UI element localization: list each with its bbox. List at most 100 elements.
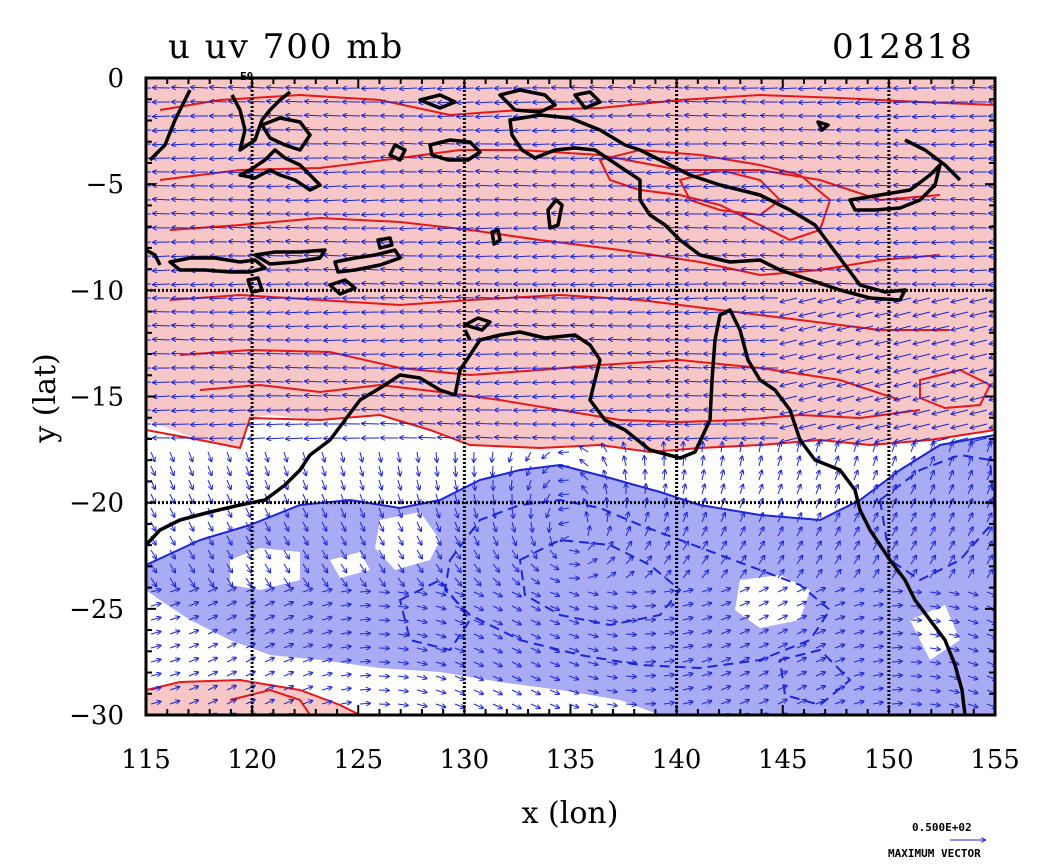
wind-vector bbox=[210, 438, 228, 439]
wind-vector bbox=[932, 130, 950, 131]
wind-vector bbox=[875, 256, 893, 257]
wind-vector bbox=[552, 410, 570, 411]
wind-vector bbox=[146, 129, 152, 131]
wind-vector bbox=[343, 255, 361, 256]
x-tick-label: 115 bbox=[121, 745, 171, 775]
wind-vector bbox=[857, 325, 874, 330]
wind-vector bbox=[571, 130, 589, 131]
wind-vector bbox=[723, 395, 741, 396]
wind-vector bbox=[590, 144, 608, 145]
wind-vector bbox=[286, 227, 304, 228]
wind-vector bbox=[797, 456, 800, 467]
wind-vector bbox=[800, 297, 817, 302]
wind-vector bbox=[438, 297, 456, 298]
wind-vector bbox=[590, 227, 608, 228]
wind-vector bbox=[891, 471, 896, 481]
wind-vector bbox=[172, 396, 190, 397]
wind-vector bbox=[495, 185, 513, 186]
wind-vector bbox=[914, 409, 931, 414]
wind-vector bbox=[666, 298, 684, 299]
wind-vector bbox=[666, 186, 684, 187]
wind-vector bbox=[604, 471, 608, 481]
wind-vector bbox=[951, 270, 969, 271]
wind-vector bbox=[210, 227, 228, 228]
wind-vector bbox=[872, 457, 876, 467]
wind-vector bbox=[457, 297, 475, 298]
wind-vector bbox=[628, 284, 646, 285]
wind-vector bbox=[514, 325, 532, 326]
wind-vector bbox=[267, 101, 285, 102]
wind-vector bbox=[602, 444, 608, 453]
wind-vector bbox=[914, 423, 931, 428]
wind-vector bbox=[286, 115, 304, 116]
wind-vector bbox=[324, 381, 342, 382]
wind-vector bbox=[267, 367, 285, 368]
wind-vector bbox=[514, 368, 532, 369]
wind-vector bbox=[607, 718, 617, 720]
wind-vector bbox=[1006, 443, 1010, 452]
wind-vector bbox=[892, 717, 902, 718]
wind-vector bbox=[990, 326, 995, 330]
wind-vector bbox=[952, 423, 969, 428]
wind-vector bbox=[1006, 527, 1011, 536]
wind-vector bbox=[362, 186, 380, 187]
wind-vector bbox=[400, 354, 418, 355]
wind-vector bbox=[267, 381, 285, 382]
wind-vector bbox=[321, 479, 325, 489]
wind-vector bbox=[609, 270, 627, 271]
wind-vector bbox=[800, 381, 817, 386]
wind-vector bbox=[894, 130, 912, 131]
wind-vector bbox=[742, 200, 760, 201]
wind-vector bbox=[153, 410, 171, 411]
wind-vector bbox=[400, 228, 418, 229]
wind-vector bbox=[895, 325, 912, 330]
wind-vector bbox=[590, 298, 608, 299]
wind-vector bbox=[417, 465, 419, 476]
wind-vector bbox=[932, 116, 950, 117]
wind-vector bbox=[933, 395, 950, 400]
wind-vector bbox=[438, 228, 456, 229]
wind-vector bbox=[647, 284, 665, 285]
wind-vector bbox=[800, 395, 817, 400]
wind-vector bbox=[914, 367, 931, 372]
wind-vector bbox=[343, 312, 361, 313]
wind-vector bbox=[438, 354, 456, 355]
wind-vector bbox=[400, 340, 418, 341]
wind-vector bbox=[286, 367, 304, 368]
wind-vector bbox=[286, 395, 304, 396]
wind-vector bbox=[647, 115, 665, 116]
x-axis-label: x (lon) bbox=[522, 796, 619, 831]
wind-vector bbox=[207, 479, 212, 489]
wind-vector bbox=[419, 214, 437, 215]
wind-vector bbox=[381, 214, 399, 215]
wind-vector bbox=[267, 227, 285, 228]
wind-vector bbox=[286, 312, 304, 313]
vector-scale-value: 0.500E+02 bbox=[912, 821, 972, 834]
wind-vector bbox=[400, 88, 418, 89]
wind-vector bbox=[740, 442, 742, 453]
wind-vector bbox=[819, 339, 836, 344]
wind-vector bbox=[742, 214, 760, 215]
wind-vector bbox=[971, 367, 988, 372]
wind-vector bbox=[476, 102, 494, 103]
wind-vector bbox=[400, 283, 418, 284]
wind-vector bbox=[571, 410, 589, 411]
wind-vector bbox=[1006, 648, 1015, 652]
wind-vector bbox=[951, 284, 969, 285]
wind-vector bbox=[438, 423, 456, 424]
wind-vector bbox=[856, 185, 874, 186]
wind-vector bbox=[799, 129, 817, 130]
wind-vector bbox=[267, 255, 285, 256]
wind-vector bbox=[704, 129, 722, 130]
wind-vector bbox=[647, 241, 665, 242]
wind-vector bbox=[210, 353, 228, 354]
wind-vector bbox=[495, 368, 513, 369]
wind-vector bbox=[362, 200, 380, 201]
wind-vector bbox=[761, 186, 779, 187]
wind-vector bbox=[248, 353, 266, 354]
wind-vector bbox=[571, 353, 589, 354]
wind-vector bbox=[267, 115, 285, 116]
wind-vector bbox=[571, 256, 589, 257]
wind-vector bbox=[929, 471, 934, 481]
wind-vector bbox=[571, 325, 589, 326]
